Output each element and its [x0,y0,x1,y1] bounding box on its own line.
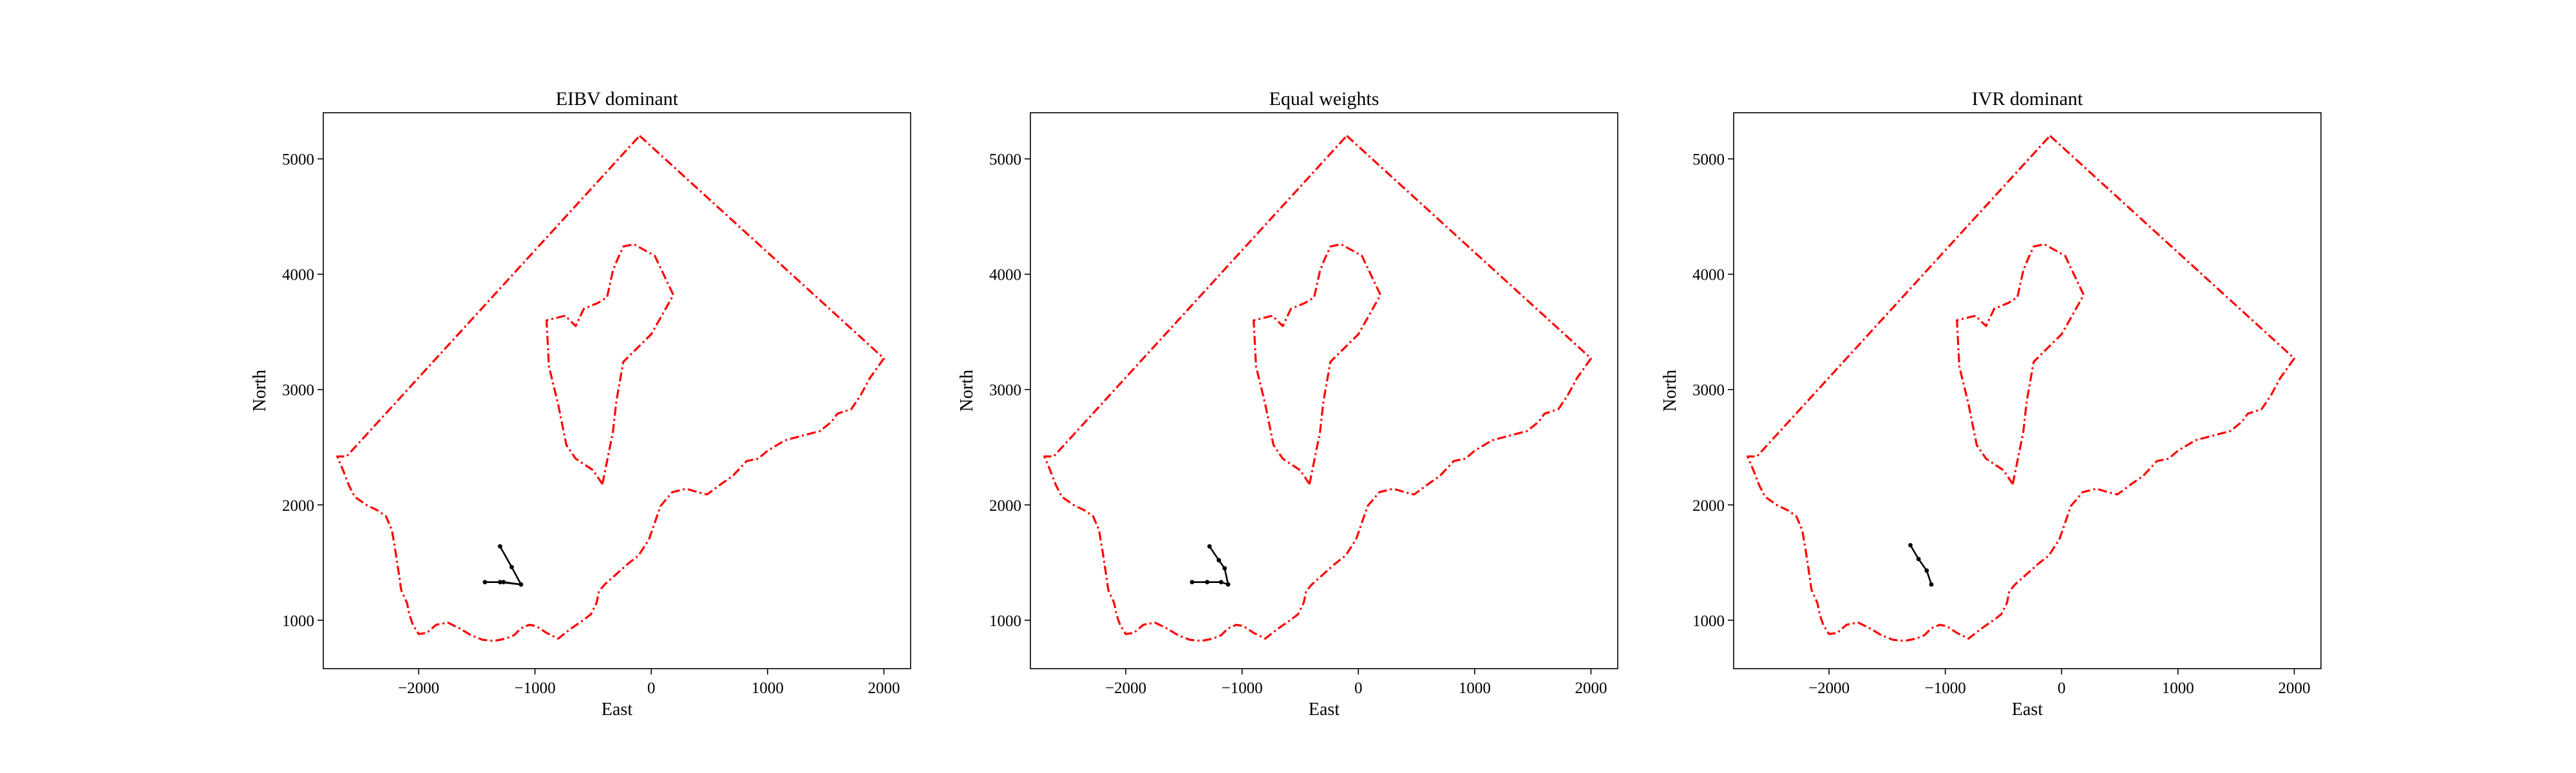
x-tick-label: 2000 [867,680,900,697]
chart-panel-3: IVR dominant −2000 −1000 0 1000 2000 1000 2000 3… [1660,88,2322,720]
x-tick-label: 2000 [2278,680,2310,697]
x-axis-label: East [2012,700,2043,720]
axes-frame [1733,112,2322,669]
y-tick-label: 1000 [989,613,1021,630]
x-tick-label: −2000 [398,680,439,697]
trajectory-point [1218,580,1224,585]
y-tick-label: 5000 [1692,151,1725,169]
outer-boundary-line [1043,135,1593,642]
y-tick-label: 5000 [989,151,1021,169]
trajectory-point [1908,543,1913,548]
x-tick-label: −2000 [1105,680,1146,697]
outer-boundary-line [336,135,886,642]
trajectory-line [1909,544,1933,585]
trajectory-line [484,546,522,586]
trajectory-point [1929,582,1934,587]
trajectory-point [509,565,514,569]
y-tick-label: 1000 [282,613,314,630]
trajectory-point [1217,558,1221,563]
x-tick-label: −1000 [515,680,556,697]
trajectory-series [1189,544,1231,587]
x-axis-label: East [1309,700,1340,720]
outer-boundary-line [1747,135,2296,642]
chart-panel-1: EIBV dominant −2000 −1000 0 1000 2000 1000 2000… [250,88,911,720]
inner-boundary-line [545,243,675,485]
y-tick-label: 4000 [1692,267,1725,284]
y-tick-label: 2000 [1692,497,1725,515]
trajectory-point [518,582,524,587]
x-tick-label: −1000 [1925,680,1966,697]
chart-title: EIBV dominant [556,88,679,110]
y-tick-label: 3000 [282,382,314,399]
panels: EIBV dominant −2000 −1000 0 1000 2000 1000 2000… [250,88,2322,720]
y-tick-label: 4000 [282,267,314,284]
y-axis-label: North [250,370,270,412]
chart-panel-2: Equal weights −2000 −1000 0 1000 2000 1000 2000… [957,88,1618,720]
trajectory-point [1207,544,1212,549]
y-tick-label: 4000 [989,267,1021,284]
x-tick-label: 1000 [752,680,784,697]
y-tick-label: 3000 [989,382,1021,399]
trajectory-point [1205,580,1209,585]
trajectory-point [501,580,506,585]
x-tick-label: 1000 [1459,680,1491,697]
trajectory-point [1189,580,1195,585]
trajectory-point [482,580,488,585]
x-axis-label: East [601,700,632,720]
trajectory-point [1226,582,1231,587]
trajectory-point [1924,568,1929,573]
x-tick-label: 0 [647,680,656,697]
trajectory-line [1192,546,1229,586]
trajectory-point [1222,566,1227,571]
x-tick-label: 0 [2058,680,2066,697]
x-tick-label: −2000 [1808,680,1850,697]
x-tick-label: 0 [1354,680,1363,697]
y-axis-label: North [1660,370,1680,412]
x-tick-label: 2000 [1575,680,1607,697]
inner-boundary-line [1956,243,2085,485]
inner-boundary-line [1253,243,1382,485]
y-axis-label: North [957,370,977,412]
x-tick-label: −1000 [1222,680,1263,697]
trajectory-series [482,544,524,587]
y-tick-label: 1000 [1692,613,1725,630]
y-tick-label: 5000 [282,151,314,169]
axes-frame [1030,112,1618,669]
trajectory-point [1916,557,1921,562]
chart-title: IVR dominant [1972,88,2083,110]
trajectory-point [498,544,502,549]
trajectory-point [498,580,502,585]
x-tick-label: 1000 [2162,680,2194,697]
chart-title: Equal weights [1269,88,1379,110]
y-tick-label: 2000 [989,497,1021,515]
axes-frame [323,112,911,669]
trajectory-series [1908,543,1934,587]
y-tick-label: 2000 [282,497,314,515]
y-tick-label: 3000 [1692,382,1725,399]
